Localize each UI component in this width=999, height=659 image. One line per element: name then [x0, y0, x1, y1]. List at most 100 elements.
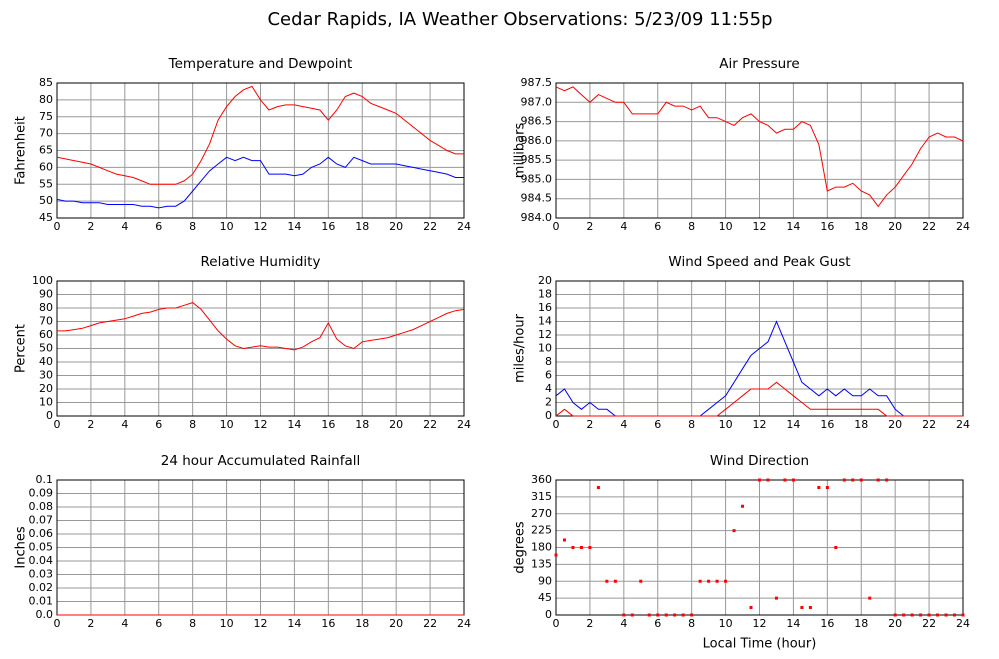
x-tick-label: 0 — [54, 617, 61, 630]
plot-frame — [555, 280, 964, 417]
x-tick-label: 2 — [87, 617, 94, 630]
data-point — [630, 613, 634, 617]
y-tick-label: 0 — [46, 409, 53, 422]
y-tick-label: 20 — [39, 382, 53, 395]
y-tick-label: 4 — [545, 382, 552, 395]
x-tick-label: 0 — [54, 418, 61, 431]
x-tick-label: 22 — [423, 418, 437, 431]
y-tick-label: 16 — [538, 301, 552, 314]
x-tick-label: 14 — [786, 418, 800, 431]
data-line — [555, 86, 964, 208]
plot-frame — [56, 280, 465, 417]
chart-title: Temperature and Dewpoint — [168, 56, 353, 72]
y-tick-label: 0.1 — [36, 473, 54, 486]
y-tick-label: 6 — [545, 369, 552, 382]
y-tick-label: 70 — [39, 315, 53, 328]
data-point — [741, 504, 745, 508]
x-tick-label: 12 — [753, 220, 767, 233]
data-point — [554, 553, 558, 557]
data-line — [56, 156, 464, 209]
data-point — [885, 478, 889, 482]
x-tick-label: 14 — [287, 220, 301, 233]
x-axis-label: Local Time (hour) — [703, 637, 817, 652]
x-tick-label: 18 — [854, 418, 868, 431]
x-tick-label: 22 — [922, 418, 936, 431]
x-tick-label: 4 — [121, 418, 128, 431]
x-tick-label: 8 — [688, 617, 695, 630]
x-tick-label: 22 — [922, 220, 936, 233]
data-point — [732, 529, 736, 533]
data-point — [774, 596, 778, 600]
y-tick-label: 18 — [538, 288, 552, 301]
y-tick-label: 8 — [545, 355, 552, 368]
y-axis-label: millibars — [513, 123, 528, 179]
chart-title: Air Pressure — [719, 56, 799, 72]
chart-title: Wind Speed and Peak Gust — [668, 254, 850, 270]
data-point — [766, 478, 770, 482]
x-tick-label: 18 — [355, 617, 369, 630]
y-tick-label: 0.04 — [29, 554, 54, 567]
x-tick-label: 24 — [956, 418, 970, 431]
y-tick-label: 270 — [531, 507, 552, 520]
x-tick-label: 18 — [355, 418, 369, 431]
y-tick-label: 360 — [531, 473, 552, 486]
x-tick-label: 24 — [457, 220, 471, 233]
x-tick-label: 24 — [457, 617, 471, 630]
x-tick-label: 16 — [820, 617, 834, 630]
data-point — [791, 478, 795, 482]
data-point — [834, 546, 838, 549]
x-tick-label: 10 — [719, 220, 733, 233]
y-axis-label: Fahrenheit — [14, 116, 29, 185]
data-point — [800, 606, 804, 609]
y-tick-label: 0.07 — [29, 514, 54, 527]
x-tick-label: 2 — [586, 418, 593, 431]
x-tick-label: 22 — [922, 617, 936, 630]
y-tick-label: 90 — [538, 574, 552, 587]
data-point — [859, 478, 863, 482]
y-tick-label: 75 — [39, 110, 53, 123]
x-tick-label: 6 — [654, 418, 661, 431]
y-tick-label: 12 — [538, 328, 552, 341]
y-tick-label: 2 — [545, 396, 552, 409]
data-point — [571, 546, 575, 549]
x-tick-label: 20 — [389, 617, 403, 630]
y-tick-label: 40 — [39, 355, 53, 368]
x-tick-label: 22 — [423, 617, 437, 630]
data-point — [944, 613, 948, 617]
x-tick-label: 16 — [820, 220, 834, 233]
x-tick-label: 16 — [820, 418, 834, 431]
y-tick-label: 65 — [39, 144, 53, 157]
plot-frame — [555, 82, 964, 219]
chart-title: Wind Direction — [710, 453, 809, 469]
y-tick-label: 986.5 — [521, 115, 553, 128]
data-point — [588, 546, 592, 549]
y-axis-label: Percent — [14, 324, 29, 373]
x-tick-label: 0 — [553, 418, 560, 431]
y-tick-label: 0 — [545, 608, 552, 621]
x-tick-label: 12 — [753, 418, 767, 431]
y-tick-label: 987.0 — [521, 95, 553, 108]
data-point — [758, 478, 761, 482]
x-tick-label: 16 — [321, 220, 335, 233]
x-tick-label: 12 — [753, 617, 767, 630]
y-tick-label: 987.5 — [521, 76, 553, 89]
y-tick-label: 70 — [39, 127, 53, 140]
x-tick-label: 6 — [155, 220, 162, 233]
x-tick-label: 10 — [220, 617, 234, 630]
y-axis-label: Inches — [14, 526, 29, 568]
x-tick-label: 4 — [121, 617, 128, 630]
x-tick-label: 2 — [87, 220, 94, 233]
data-point — [622, 613, 626, 617]
x-tick-label: 8 — [189, 418, 196, 431]
y-tick-label: 986.0 — [521, 134, 553, 147]
x-tick-label: 0 — [54, 220, 61, 233]
y-tick-label: 225 — [531, 524, 552, 537]
y-tick-label: 0.05 — [29, 541, 54, 554]
x-tick-label: 4 — [620, 418, 627, 431]
chart-title: Relative Humidity — [201, 254, 321, 270]
x-tick-label: 10 — [719, 617, 733, 630]
data-point — [953, 613, 957, 617]
y-tick-label: 55 — [39, 177, 53, 190]
x-tick-label: 2 — [586, 220, 593, 233]
data-point — [664, 613, 668, 617]
